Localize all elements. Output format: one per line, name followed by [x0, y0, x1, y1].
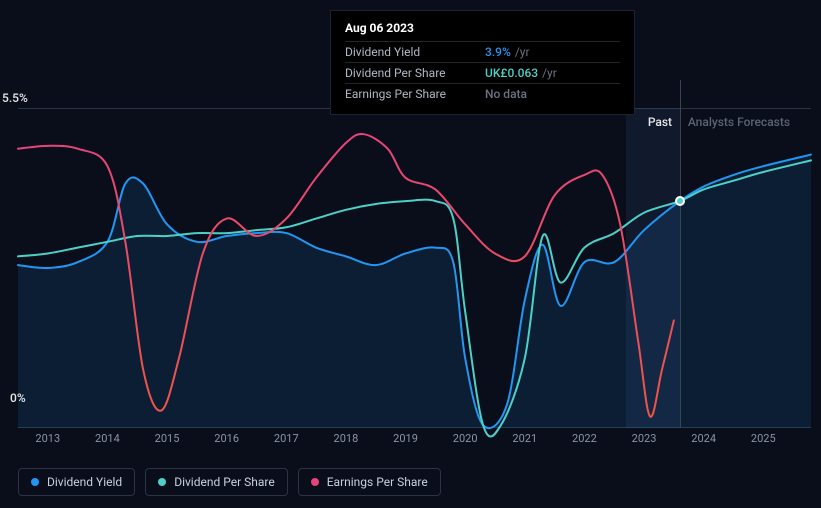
tooltip-row-label: Earnings Per Share: [345, 87, 485, 101]
forecast-section-label: Analysts Forecasts: [688, 115, 790, 129]
y-axis-max: 5.5%: [2, 91, 28, 105]
legend-item-dividend-per-share[interactable]: Dividend Per Share: [145, 468, 288, 496]
chart-lines: [18, 108, 811, 428]
hover-line: [680, 80, 681, 428]
legend-label: Dividend Yield: [47, 475, 122, 489]
x-tick: 2014: [95, 432, 120, 445]
x-tick: 2024: [691, 432, 716, 445]
tooltip-row: Earnings Per ShareNo data: [345, 83, 620, 104]
tooltip-row-label: Dividend Yield: [345, 45, 485, 59]
tooltip-row-unit: /yr: [515, 45, 530, 59]
tooltip-row: Dividend Per ShareUK£0.063/yr: [345, 62, 620, 83]
tooltip-date: Aug 06 2023: [345, 21, 620, 35]
x-tick: 2021: [512, 432, 537, 445]
x-tick: 2025: [751, 432, 776, 445]
x-tick: 2019: [393, 432, 418, 445]
x-tick: 2018: [334, 432, 359, 445]
x-tick: 2013: [35, 432, 60, 445]
legend-dot-icon: [158, 478, 166, 486]
chart-plot-area: [18, 108, 811, 428]
x-axis: 2013 2014 2015 2016 2017 2018 2019 2020 2021 2022…: [18, 432, 811, 452]
tooltip-row-value: 3.9%: [485, 45, 511, 59]
legend: Dividend Yield Dividend Per Share Earnin…: [18, 468, 441, 496]
legend-label: Dividend Per Share: [174, 475, 275, 489]
tooltip-row-unit: /yr: [542, 66, 557, 80]
tooltip-row: Dividend Yield3.9% /yr: [345, 41, 620, 62]
legend-item-dividend-yield[interactable]: Dividend Yield: [18, 468, 135, 496]
tooltip-row-value: UK£0.063: [485, 66, 538, 80]
tooltip-row-label: Dividend Per Share: [345, 66, 485, 80]
x-tick: 2022: [572, 432, 597, 445]
legend-item-earnings-per-share[interactable]: Earnings Per Share: [298, 468, 441, 496]
x-tick: 2015: [155, 432, 180, 445]
legend-dot-icon: [311, 478, 319, 486]
tooltip-row-value: No data: [485, 87, 527, 101]
y-axis-min: 0%: [10, 391, 26, 405]
x-tick: 2023: [632, 432, 657, 445]
legend-label: Earnings Per Share: [327, 475, 428, 489]
hover-marker: [675, 196, 685, 206]
x-tick: 2020: [453, 432, 478, 445]
legend-dot-icon: [31, 478, 39, 486]
x-tick: 2017: [274, 432, 299, 445]
x-tick: 2016: [214, 432, 239, 445]
tooltip: Aug 06 2023 Dividend Yield3.9%/yrDividen…: [330, 10, 635, 115]
past-section-label: Past: [648, 115, 672, 129]
